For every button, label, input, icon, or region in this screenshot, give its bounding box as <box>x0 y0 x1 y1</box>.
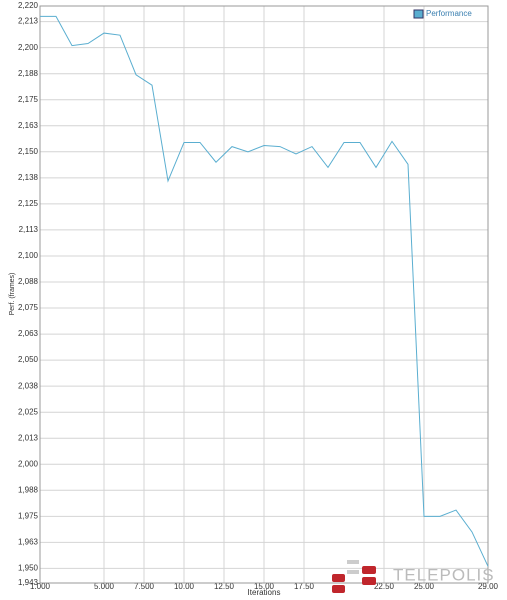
y-tick-label: 2,013 <box>18 433 39 442</box>
x-axis-title: Iterations <box>248 588 281 597</box>
y-tick-label: 2,075 <box>18 303 39 312</box>
y-tick-label: 2,213 <box>18 17 39 26</box>
legend-swatch <box>413 9 424 19</box>
x-tick-label: 22.50 <box>374 582 395 591</box>
y-tick-label: 1,988 <box>18 485 39 494</box>
x-tick-label: 15.00 <box>254 582 275 591</box>
y-tick-label: 2,113 <box>19 225 39 234</box>
x-tick-label: 10.00 <box>174 582 195 591</box>
y-tick-label: 1,950 <box>18 564 39 573</box>
x-tick-label: 29.00 <box>478 582 499 591</box>
y-tick-label: 1,943 <box>18 578 39 587</box>
y-tick-label: 2,163 <box>18 121 39 130</box>
legend-label: Performance <box>426 9 472 18</box>
plot-frame <box>39 5 489 584</box>
logo <box>332 560 376 593</box>
y-tick-label: 2,138 <box>18 173 39 182</box>
watermark: TELEPOLIS <box>393 565 495 584</box>
y-tick-label: 2,050 <box>18 355 39 364</box>
y-tick-label: 1,963 <box>18 537 39 546</box>
y-tick-label: 2,000 <box>18 459 39 468</box>
y-tick-label: 2,175 <box>18 95 39 104</box>
y-tick-label: 2,088 <box>18 277 39 286</box>
y-tick-label: 2,100 <box>18 251 39 260</box>
x-tick-label: 1.000 <box>30 582 51 591</box>
x-tick-label: 7.500 <box>134 582 155 591</box>
y-tick-label: 2,220 <box>18 1 39 10</box>
y-tick-label: 2,188 <box>18 69 39 78</box>
y-axis-title: Perf. (frames) <box>9 273 16 316</box>
y-tick-label: 2,200 <box>18 43 39 52</box>
y-tick-label: 2,125 <box>18 199 39 208</box>
line-series <box>40 15 489 567</box>
y-tick-label: 1,975 <box>18 511 39 520</box>
x-tick-label: 17.50 <box>294 582 315 591</box>
x-tick-label: 12.50 <box>214 582 235 591</box>
y-tick-label: 2,025 <box>18 407 39 416</box>
y-tick-label: 2,150 <box>18 147 39 156</box>
x-tick-label: 5.000 <box>94 582 115 591</box>
y-tick-label: 2,063 <box>18 329 39 338</box>
y-tick-label: 2,038 <box>18 381 39 390</box>
x-tick-label: 25.00 <box>414 582 435 591</box>
